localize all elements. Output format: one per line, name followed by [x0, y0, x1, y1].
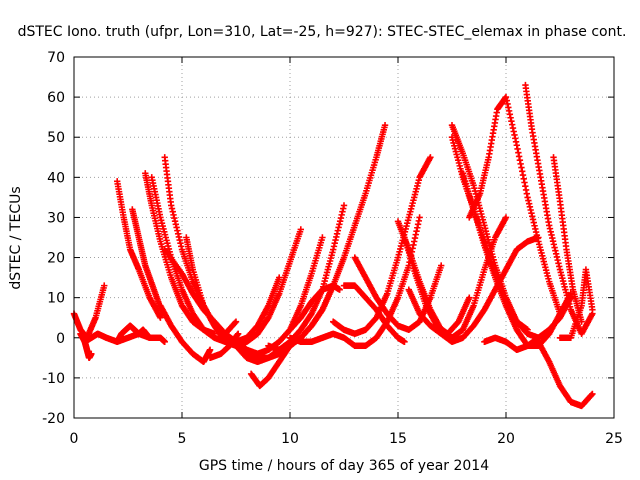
data-point [161, 338, 168, 345]
plot-area [70, 81, 596, 410]
series-arc-4 [114, 322, 153, 345]
data-point [438, 262, 445, 269]
y-tick-label: 60 [47, 90, 65, 106]
series-arc-29 [466, 93, 564, 317]
x-tick-label: 15 [389, 431, 407, 447]
series-arc-30 [481, 334, 542, 354]
series-arc-19 [286, 282, 343, 333]
series-arc-21 [340, 282, 408, 345]
data-point [589, 306, 596, 313]
data-point [381, 121, 389, 129]
data-point [276, 274, 283, 281]
data-point [101, 282, 108, 289]
series-arc-24 [401, 234, 473, 337]
y-tick-label: 0 [56, 331, 65, 347]
data-point [232, 318, 240, 325]
series-arc-1 [70, 282, 108, 341]
data-point [401, 338, 408, 345]
y-tick-label: 10 [47, 291, 65, 307]
y-tick-label: 40 [47, 170, 65, 186]
data-point [340, 202, 348, 209]
y-tick-label: 20 [47, 251, 65, 267]
series-arc-6 [129, 206, 166, 317]
x-tick-label: 0 [70, 431, 79, 447]
data-point [466, 294, 473, 301]
data-point [234, 330, 242, 337]
data-point [556, 310, 564, 317]
data-point [336, 286, 343, 293]
x-tick-label: 10 [281, 431, 299, 447]
series-arc-34 [556, 266, 596, 341]
y-tick-label: 50 [47, 130, 65, 146]
data-point [578, 318, 585, 325]
series-arc-17 [265, 121, 389, 354]
data-point [502, 214, 510, 221]
data-point [427, 154, 434, 161]
data-point [206, 346, 214, 354]
data-point [157, 314, 164, 321]
x-tick-label: 5 [178, 431, 187, 447]
series-arc-9 [161, 154, 304, 349]
axis-ticks: 0 5 10 15 20 25 -20 -10 0 10 20 30 40 50 60 70 [42, 50, 623, 447]
series-arc-33 [550, 154, 585, 325]
x-axis-label: GPS time / hours of day 365 of year 2014 [199, 458, 489, 474]
plot-frame [73, 56, 615, 419]
chart-title: dSTEC Iono. truth (ufpr, Lon=310, Lat=-2… [18, 24, 627, 40]
data-point [146, 334, 153, 341]
series-arc-10 [157, 302, 214, 366]
data-point [416, 214, 423, 221]
y-tick-label: 30 [47, 210, 65, 226]
y-tick-label: -20 [42, 411, 65, 427]
x-tick-label: 25 [605, 431, 623, 447]
series-arc-3 [81, 338, 95, 362]
data-point [589, 390, 596, 398]
series-arc-22 [351, 254, 445, 333]
data-point [88, 350, 95, 358]
series-arc-32 [535, 338, 596, 410]
y-axis-label: dSTEC / TECUs [8, 186, 24, 289]
x-tick-label: 20 [497, 431, 515, 447]
y-tick-label: -10 [42, 371, 65, 387]
series-arc-2 [77, 330, 168, 345]
data-point [319, 234, 326, 241]
data-point [297, 226, 304, 233]
y-tick-label: 70 [47, 50, 65, 66]
